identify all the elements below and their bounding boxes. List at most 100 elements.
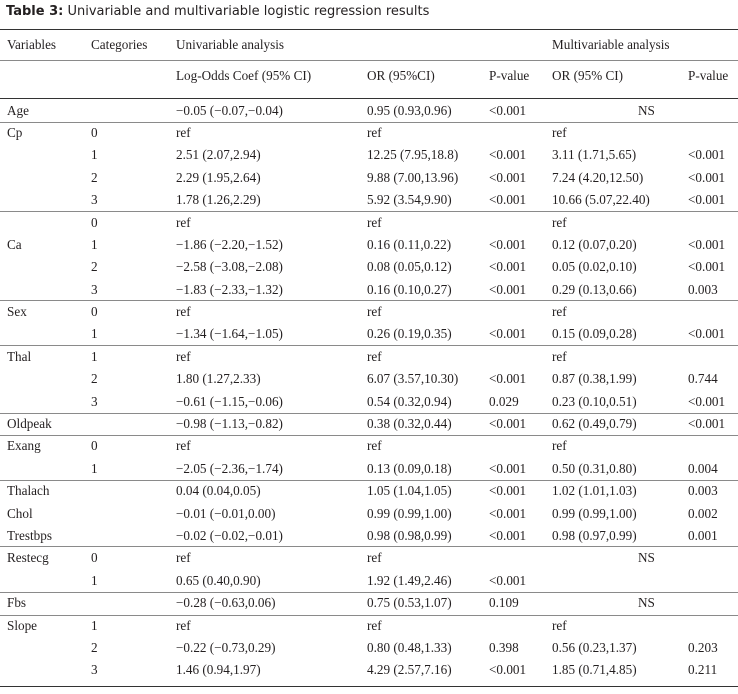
row-category: 2 xyxy=(91,170,98,185)
row-log-odds: −0.02 (−0.02,−0.01) xyxy=(176,528,283,543)
row-category: 2 xyxy=(91,371,98,386)
row-or-univariable: 0.98 (0.98,0.99) xyxy=(367,528,452,543)
row-or-multivariable: 0.05 (0.02,0.10) xyxy=(552,259,637,274)
row-category: 1 xyxy=(91,147,98,162)
row-p-multivariable: 0.744 xyxy=(688,371,718,386)
group-separator xyxy=(0,592,738,593)
row-category: 0 xyxy=(91,304,98,319)
row-not-significant: NS xyxy=(638,103,655,118)
row-p-multivariable: 0.211 xyxy=(688,662,718,677)
row-log-odds: −2.05 (−2.36,−1.74) xyxy=(176,461,283,476)
row-variable: Oldpeak xyxy=(7,416,52,431)
row-category: 3 xyxy=(91,662,98,677)
table-caption: Table 3: Univariable and multivariable l… xyxy=(6,4,429,19)
row-category: 3 xyxy=(91,282,98,297)
row-or-multivariable: ref xyxy=(552,618,567,633)
row-p-univariable: 0.109 xyxy=(489,595,519,610)
row-or-univariable: 6.07 (3.57,10.30) xyxy=(367,371,459,386)
row-or-univariable: 0.16 (0.10,0.27) xyxy=(367,282,452,297)
row-or-multivariable: ref xyxy=(552,438,567,453)
row-or-multivariable: ref xyxy=(552,349,567,364)
row-log-odds: −0.28 (−0.63,0.06) xyxy=(176,595,276,610)
row-or-multivariable: 0.98 (0.97,0.99) xyxy=(552,528,637,543)
row-p-univariable: <0.001 xyxy=(489,506,527,521)
row-log-odds: ref xyxy=(176,550,191,565)
row-p-univariable: <0.001 xyxy=(489,326,527,341)
row-p-multivariable: <0.001 xyxy=(688,259,726,274)
row-or-univariable: ref xyxy=(367,304,382,319)
group-separator xyxy=(0,413,738,414)
row-p-univariable: <0.001 xyxy=(489,573,527,588)
row-p-univariable: <0.001 xyxy=(489,662,527,677)
row-or-multivariable: 0.56 (0.23,1.37) xyxy=(552,640,637,655)
row-p-univariable: <0.001 xyxy=(489,259,527,274)
row-or-univariable: 5.92 (3.54,9.90) xyxy=(367,192,452,207)
header-or-univariable: OR (95%CI) xyxy=(367,68,435,83)
row-log-odds: ref xyxy=(176,215,191,230)
row-category: 2 xyxy=(91,640,98,655)
row-p-multivariable: 0.002 xyxy=(688,506,718,521)
row-or-multivariable: ref xyxy=(552,125,567,140)
row-log-odds: 0.65 (0.40,0.90) xyxy=(176,573,261,588)
row-or-multivariable: 1.85 (0.71,4.85) xyxy=(552,662,637,677)
row-variable: Ca xyxy=(7,237,22,252)
row-p-multivariable: <0.001 xyxy=(688,147,726,162)
row-variable: Exang xyxy=(7,438,41,453)
row-log-odds: 0.04 (0.04,0.05) xyxy=(176,483,261,498)
row-log-odds: −1.86 (−2.20,−1.52) xyxy=(176,237,283,252)
row-p-univariable: <0.001 xyxy=(489,170,527,185)
row-or-multivariable: 0.12 (0.07,0.20) xyxy=(552,237,637,252)
row-log-odds: 2.29 (1.95,2.64) xyxy=(176,170,261,185)
row-or-multivariable: 7.24 (4.20,12.50) xyxy=(552,170,644,185)
row-variable: Cp xyxy=(7,125,23,140)
row-or-univariable: ref xyxy=(367,215,382,230)
row-variable: Age xyxy=(7,103,29,118)
row-p-multivariable: <0.001 xyxy=(688,326,726,341)
row-log-odds: −1.83 (−2.33,−1.32) xyxy=(176,282,283,297)
row-variable: Thal xyxy=(7,349,32,364)
row-category: 1 xyxy=(91,237,98,252)
row-or-univariable: ref xyxy=(367,125,382,140)
row-or-multivariable: 0.15 (0.09,0.28) xyxy=(552,326,637,341)
row-variable: Trestbps xyxy=(7,528,52,543)
row-variable: Chol xyxy=(7,506,33,521)
row-or-multivariable: 0.62 (0.49,0.79) xyxy=(552,416,637,431)
row-or-multivariable: ref xyxy=(552,215,567,230)
header-p-multivariable: P-value xyxy=(688,68,729,83)
row-log-odds: −0.61 (−1.15,−0.06) xyxy=(176,394,283,409)
row-log-odds: 1.78 (1.26,2.29) xyxy=(176,192,261,207)
header-or-multivariable: OR (95% CI) xyxy=(552,68,624,83)
header-categories: Categories xyxy=(91,37,148,52)
row-log-odds: −1.34 (−1.64,−1.05) xyxy=(176,326,283,341)
row-p-multivariable: <0.001 xyxy=(688,416,726,431)
row-category: 0 xyxy=(91,438,98,453)
row-p-univariable: 0.398 xyxy=(489,640,519,655)
group-separator xyxy=(0,480,738,481)
row-category: 2 xyxy=(91,259,98,274)
row-category: 1 xyxy=(91,461,98,476)
row-or-univariable: ref xyxy=(367,438,382,453)
row-variable: Fbs xyxy=(7,595,27,610)
row-p-univariable: <0.001 xyxy=(489,483,527,498)
row-p-multivariable: <0.001 xyxy=(688,170,726,185)
row-or-univariable: 1.05 (1.04,1.05) xyxy=(367,483,452,498)
row-category: 1 xyxy=(91,349,98,364)
row-or-univariable: 0.13 (0.09,0.18) xyxy=(367,461,452,476)
group-separator xyxy=(0,345,738,346)
row-p-univariable: <0.001 xyxy=(489,147,527,162)
row-category: 0 xyxy=(91,125,98,140)
row-log-odds: −0.01 (−0.01,0.00) xyxy=(176,506,276,521)
row-log-odds: 1.80 (1.27,2.33) xyxy=(176,371,261,386)
header-group-rule xyxy=(0,60,738,61)
row-or-univariable: 1.92 (1.49,2.46) xyxy=(367,573,452,588)
row-p-univariable: <0.001 xyxy=(489,416,527,431)
table-title: Univariable and multivariable logistic r… xyxy=(67,4,430,19)
row-or-univariable: ref xyxy=(367,349,382,364)
row-log-odds: ref xyxy=(176,349,191,364)
row-p-univariable: <0.001 xyxy=(489,103,527,118)
header-p-univariable: P-value xyxy=(489,68,530,83)
row-or-multivariable: 0.99 (0.99,1.00) xyxy=(552,506,637,521)
row-log-odds: ref xyxy=(176,304,191,319)
table-bottom-rule xyxy=(0,686,738,687)
row-or-univariable: 0.80 (0.48,1.33) xyxy=(367,640,452,655)
